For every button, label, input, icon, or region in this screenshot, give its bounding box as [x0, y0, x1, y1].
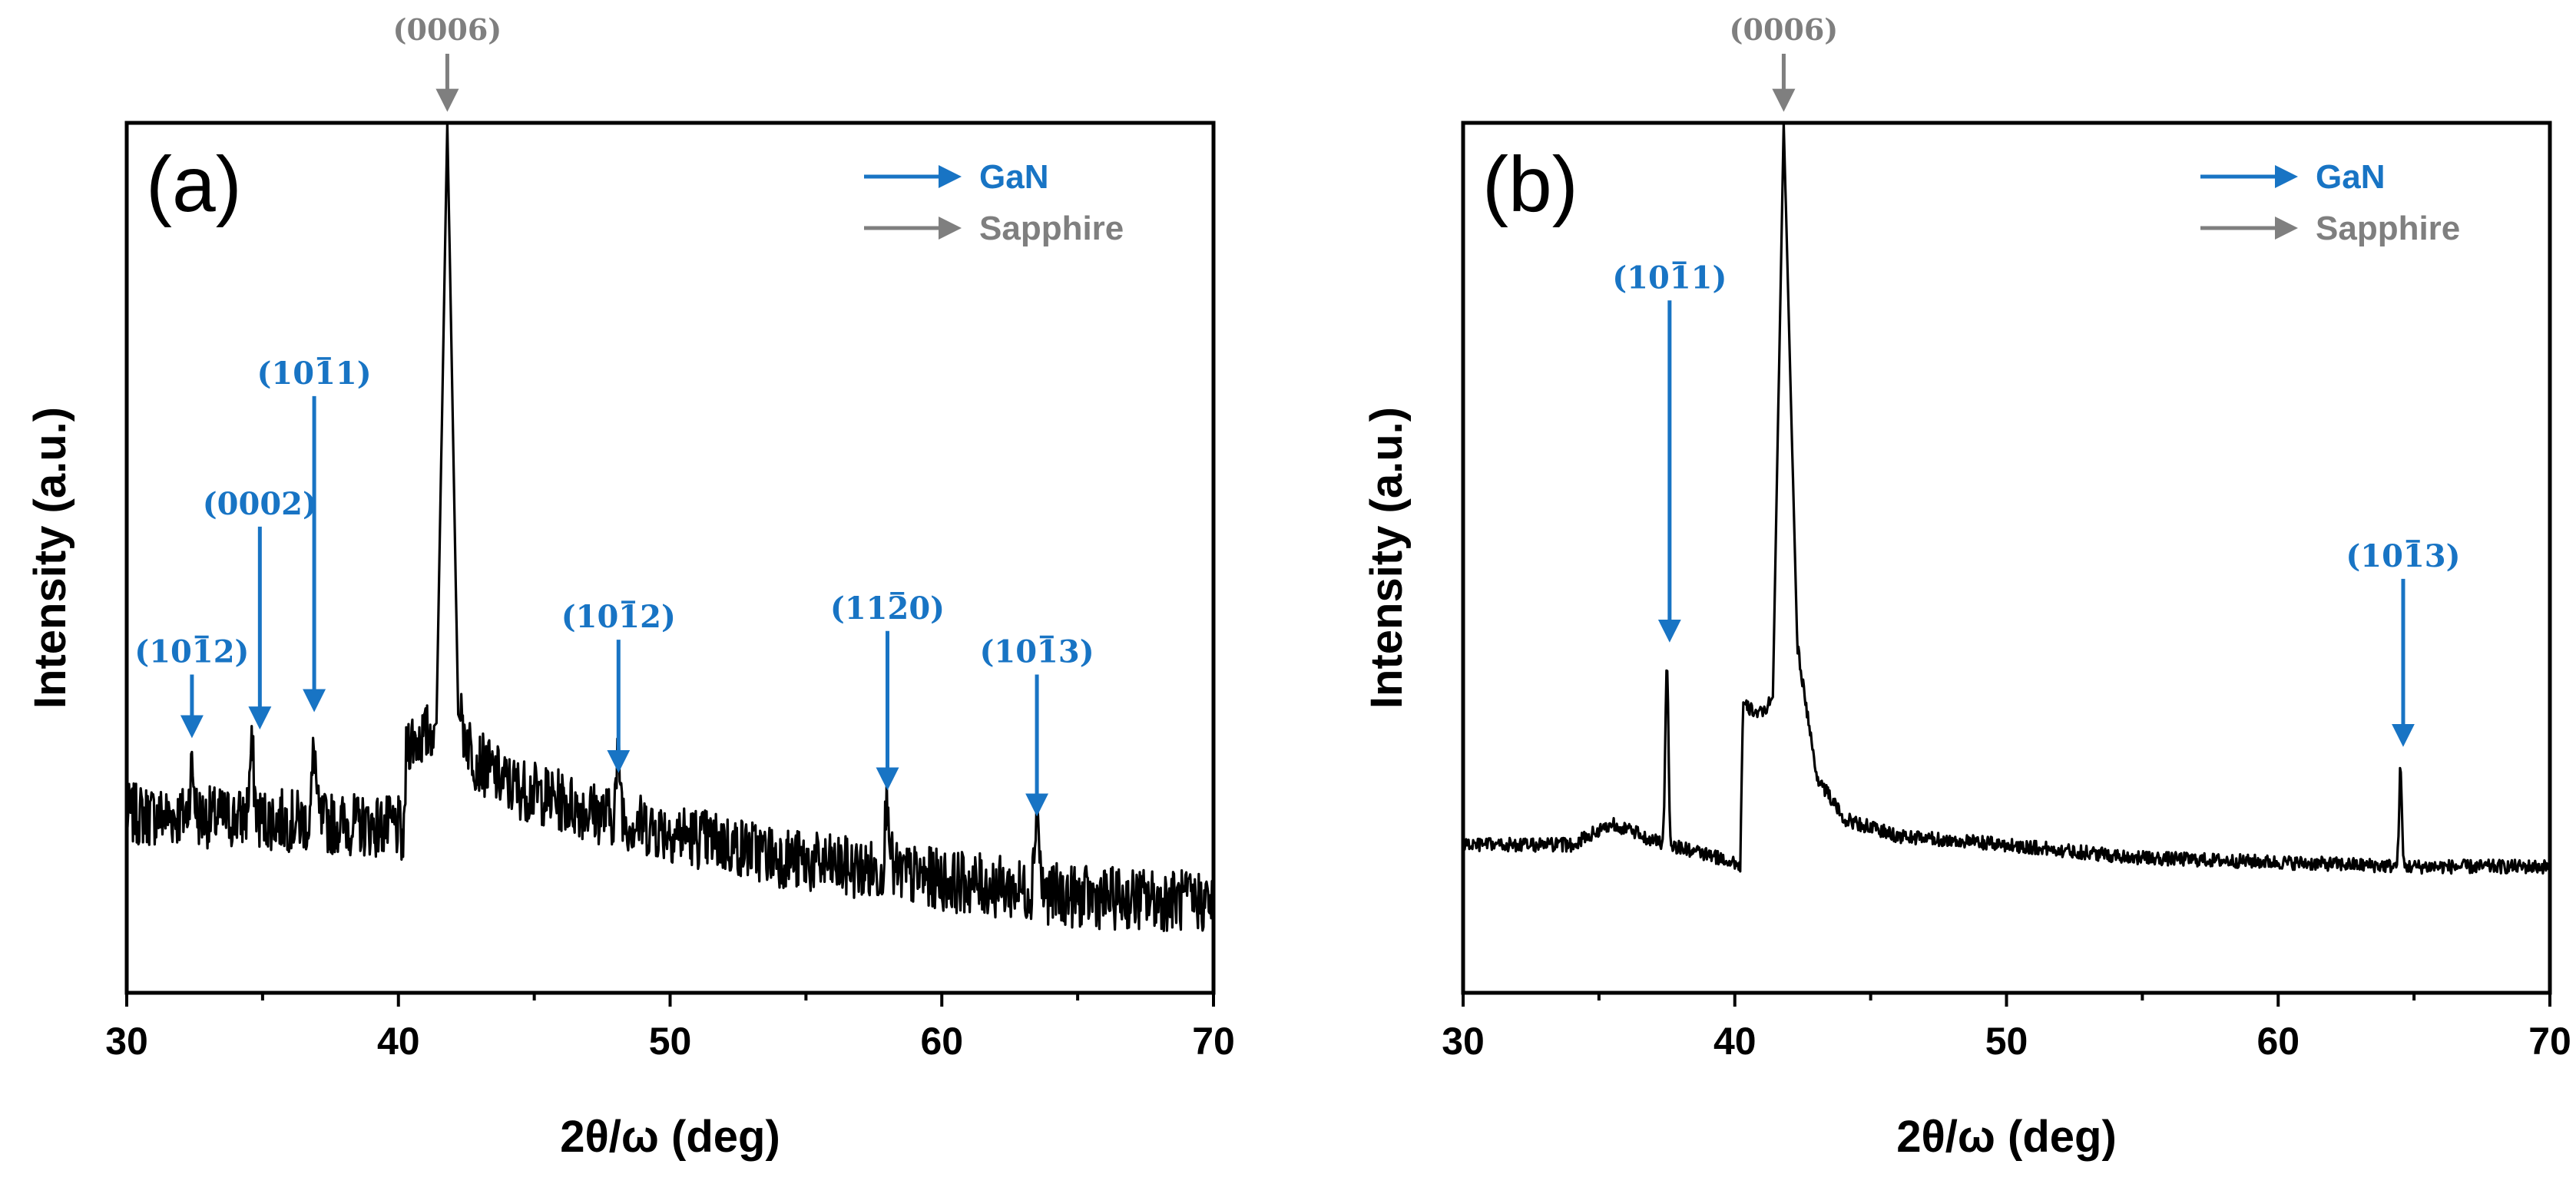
gan-peak-label: (1013) [2346, 538, 2460, 574]
x-tick-label: 70 [1192, 1020, 1235, 1063]
legend-label: Sapphire [2316, 210, 2460, 247]
x-tick-label: 70 [2528, 1020, 2571, 1063]
gan-peak-label: (1120) [830, 590, 945, 627]
xrd-trace-line [1462, 121, 2551, 875]
gan-peak-label: (1011) [257, 356, 371, 392]
x-tick-label: 60 [920, 1020, 963, 1063]
x-tick-label: 50 [1985, 1020, 2028, 1063]
x-tick-label: 60 [2256, 1020, 2300, 1063]
legend-label: GaN [979, 158, 1048, 196]
gan-peak-label: (1012) [134, 633, 249, 670]
x-axis-title: 2θ/ω (deg) [1896, 1112, 2117, 1162]
panel-label: (b) [1482, 141, 1578, 228]
x-tick-label: 40 [377, 1020, 420, 1063]
xrd-trace-line [125, 121, 1215, 932]
gan-peak-label: (0002) [203, 486, 317, 522]
gan-peak-label: (1012) [561, 599, 676, 635]
y-axis-title: Intensity (a.u.) [1362, 407, 1412, 709]
legend-label: GaN [2316, 158, 2385, 196]
plot-frame [124, 121, 1216, 995]
x-tick-label: 40 [1713, 1020, 1757, 1063]
x-tick-label: 50 [649, 1020, 692, 1063]
sapphire-peak-label: (0006) [1730, 12, 1839, 47]
x-tick-label: 30 [105, 1020, 148, 1063]
gan-peak-label: (1011) [1612, 260, 1727, 296]
gan-peak-label: (1013) [979, 633, 1094, 670]
panel-a-chart: 30 40 50 60 70 2θ/ω (deg) Intensity (a.u.) (a) G… [25, 12, 1235, 1162]
panel-label: (a) [146, 141, 242, 228]
sapphire-peak-label: (0006) [393, 12, 502, 47]
panel-b-chart: 30 40 50 60 70 2θ/ω (deg) Intensity (a.u.) (b) G… [1362, 12, 2571, 1162]
x-axis-title: 2θ/ω (deg) [560, 1112, 780, 1162]
x-tick-label: 30 [1442, 1020, 1485, 1063]
y-axis-title: Intensity (a.u.) [25, 407, 75, 709]
legend-label: Sapphire [979, 210, 1124, 247]
